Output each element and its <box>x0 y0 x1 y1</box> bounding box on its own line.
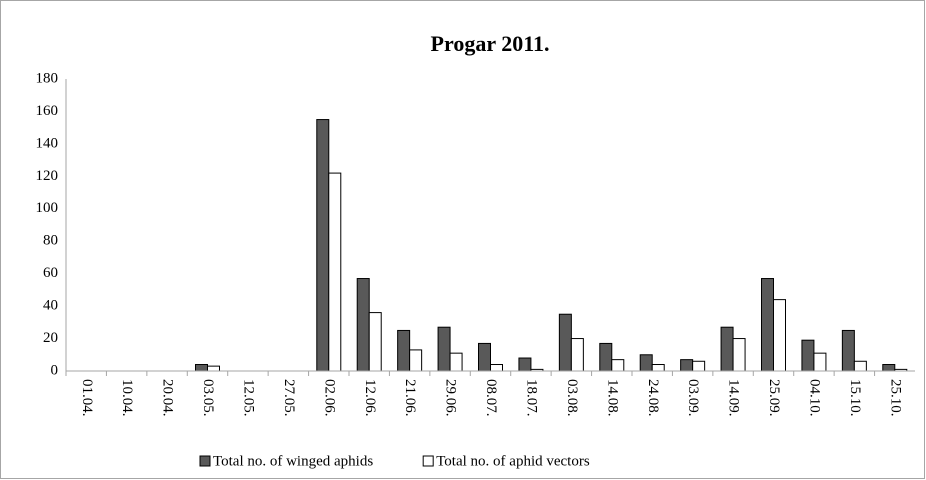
bar <box>316 119 330 372</box>
x-tick-label: 25.09. <box>766 379 782 417</box>
bar <box>570 338 584 372</box>
legend-marker <box>422 455 434 467</box>
bar <box>611 359 625 372</box>
bar <box>490 364 503 372</box>
bar <box>732 338 746 372</box>
bar <box>518 357 532 372</box>
legend-marker <box>199 455 211 467</box>
x-tick-label: 01.04. <box>79 379 95 417</box>
bar <box>680 359 694 372</box>
bar <box>853 360 867 372</box>
bar <box>599 342 613 372</box>
x-tick-label: 18.07. <box>523 379 539 417</box>
bar <box>813 352 827 372</box>
bar <box>409 349 423 372</box>
bar <box>801 339 815 372</box>
bar <box>449 352 463 372</box>
bar <box>397 329 411 372</box>
bar <box>841 329 855 372</box>
bar <box>558 313 572 372</box>
x-tick-label: 03.08. <box>564 379 580 417</box>
y-tick-label: 0 <box>51 362 59 378</box>
bar <box>692 360 706 372</box>
bar <box>761 278 774 372</box>
bar <box>368 312 382 372</box>
x-tick-label: 02.06. <box>321 379 337 417</box>
y-tick-label: 40 <box>43 298 58 314</box>
bar <box>639 354 653 372</box>
x-tick-label: 21.06. <box>402 379 418 417</box>
bar <box>356 278 370 372</box>
x-tick-label: 12.05. <box>240 379 256 417</box>
y-tick-label: 100 <box>36 200 59 216</box>
y-tick-label: 160 <box>36 103 59 119</box>
x-tick-label: 27.05. <box>281 379 297 417</box>
y-tick-label: 140 <box>36 135 59 151</box>
x-tick-label: 24.08. <box>645 379 661 417</box>
y-tick-label: 20 <box>43 330 58 346</box>
bar <box>478 342 491 372</box>
y-tick-label: 80 <box>43 233 58 249</box>
x-tick-label: 08.07. <box>483 379 499 417</box>
legend-label: Total no. of winged aphids <box>213 453 373 469</box>
x-tick-label: 12.06. <box>362 379 378 417</box>
y-tick-label: 120 <box>36 168 59 184</box>
x-tick-label: 15.10. <box>847 379 863 417</box>
bar <box>651 364 665 372</box>
chart-title: Progar 2011. <box>431 31 550 56</box>
bar <box>207 365 220 372</box>
bar <box>195 364 208 372</box>
bar <box>437 326 451 372</box>
bar <box>328 172 342 372</box>
bar <box>882 364 896 372</box>
x-tick-label: 14.08. <box>604 379 620 417</box>
x-tick-label: 04.10. <box>806 379 822 417</box>
x-tick-label: 03.09. <box>685 379 701 417</box>
y-tick-label: 180 <box>36 70 59 86</box>
legend-label: Total no. of aphid vectors <box>436 453 590 469</box>
x-tick-label: 14.09. <box>726 379 742 417</box>
x-tick-label: 25.10. <box>887 379 903 417</box>
x-tick-label: 03.05. <box>200 379 216 417</box>
x-tick-label: 10.04. <box>119 379 135 417</box>
x-tick-label: 29.06. <box>443 379 459 417</box>
y-tick-label: 60 <box>43 265 58 281</box>
bar <box>720 326 734 372</box>
bar <box>773 299 786 372</box>
x-tick-label: 20.04. <box>160 379 176 417</box>
